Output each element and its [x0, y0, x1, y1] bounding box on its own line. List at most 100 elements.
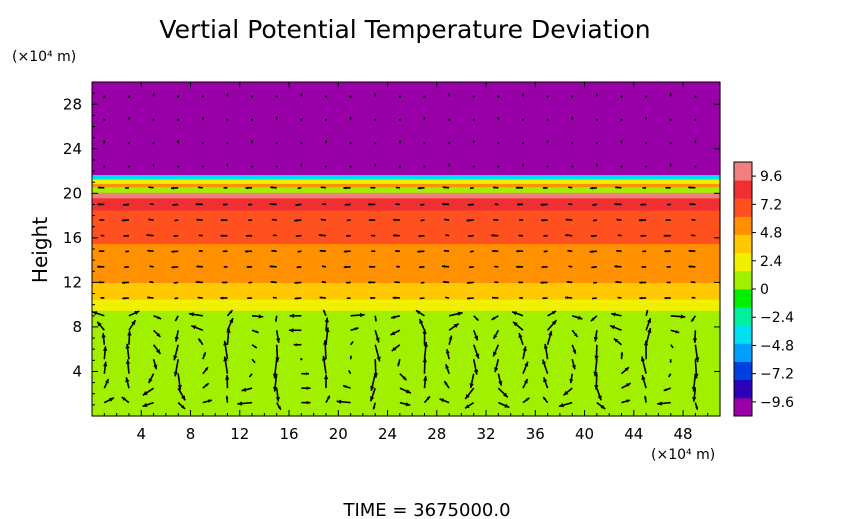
wind-vector — [522, 93, 524, 97]
wind-vector — [294, 281, 302, 285]
colorbar-swatch — [734, 162, 752, 181]
wind-vector — [220, 218, 228, 222]
wind-vector — [226, 118, 229, 121]
wind-vector — [472, 329, 479, 341]
wind-vector — [420, 281, 425, 284]
wind-vector — [251, 95, 254, 98]
wind-vector — [275, 388, 280, 402]
wind-vector — [147, 249, 154, 253]
wind-vector — [324, 95, 327, 98]
wind-vector — [225, 395, 229, 403]
wind-vector — [546, 118, 549, 121]
wind-vector — [128, 319, 137, 331]
wind-vector — [669, 93, 672, 97]
heatmap-cell — [615, 210, 721, 228]
wind-vector — [237, 401, 253, 406]
wind-vector — [96, 321, 105, 331]
wind-vector — [148, 186, 154, 189]
y-tick-label: 4 — [72, 362, 82, 380]
wind-vector — [669, 142, 672, 145]
wind-vector — [670, 314, 686, 319]
heatmap-cell — [406, 299, 512, 311]
wind-vector — [172, 203, 179, 206]
wind-vector — [620, 352, 624, 360]
wind-vector — [657, 401, 671, 406]
heatmap-cell — [510, 197, 616, 211]
wind-vector — [293, 343, 302, 347]
wind-vector — [494, 203, 499, 206]
wind-vector — [97, 265, 105, 269]
heatmap-cell — [615, 192, 721, 199]
wind-vector — [370, 373, 376, 392]
wind-vector — [152, 344, 162, 355]
wind-vector — [174, 315, 179, 322]
wind-vector — [546, 140, 549, 144]
wind-vector — [558, 401, 573, 408]
heatmap-cell — [510, 186, 616, 193]
wind-vector — [615, 280, 622, 284]
wind-vector — [543, 234, 548, 237]
wind-vector — [346, 234, 351, 237]
wind-vector — [448, 335, 453, 345]
wind-vector — [271, 218, 277, 221]
wind-vector — [420, 219, 425, 222]
wind-vector — [373, 359, 378, 378]
wind-vector — [368, 218, 376, 222]
heatmap-cell — [92, 192, 198, 199]
wind-vector — [368, 280, 376, 284]
wind-vector — [220, 296, 228, 300]
wind-vector — [390, 329, 401, 336]
wind-vector — [492, 249, 499, 253]
wind-vector — [251, 358, 256, 364]
wind-vector — [571, 142, 574, 145]
wind-vector — [498, 401, 510, 409]
wind-vector — [546, 165, 549, 168]
wind-vector — [202, 352, 207, 360]
wind-vector — [694, 118, 697, 121]
wind-vector — [269, 202, 277, 206]
wind-vector — [374, 93, 377, 97]
wind-vector — [318, 233, 327, 237]
wind-vector — [202, 382, 210, 389]
wind-vector — [177, 373, 182, 390]
wind-vector — [467, 203, 474, 206]
wind-vector — [125, 377, 130, 389]
wind-vector — [247, 297, 253, 300]
wind-vector — [336, 399, 351, 404]
heatmap-cell — [615, 183, 721, 188]
wind-vector — [125, 343, 130, 360]
wind-vector — [640, 356, 647, 374]
wind-vector — [694, 95, 697, 98]
wind-vector — [122, 296, 129, 300]
colorbar-swatch — [734, 397, 752, 417]
wind-vector — [322, 309, 327, 317]
heatmap-cell — [615, 260, 721, 283]
wind-vector — [128, 310, 140, 317]
wind-vector — [226, 309, 234, 317]
wind-vector — [542, 377, 549, 389]
wind-vector — [124, 266, 130, 269]
wind-vector — [343, 265, 351, 269]
wind-vector — [497, 142, 500, 145]
wind-vector — [370, 186, 376, 189]
y-tick-label: 12 — [63, 273, 82, 291]
wind-vector — [398, 165, 401, 168]
wind-vector — [472, 140, 475, 144]
wind-vector — [497, 387, 509, 398]
wind-vector — [246, 265, 253, 268]
wind-vector — [492, 344, 500, 357]
wind-vector — [251, 344, 258, 349]
heatmap-cell — [92, 210, 198, 228]
wind-vector — [590, 315, 598, 322]
wind-vector — [142, 401, 154, 408]
wind-vector — [663, 234, 671, 238]
wind-vector — [571, 165, 574, 168]
wind-vector — [177, 387, 186, 401]
wind-vector — [170, 186, 179, 190]
wind-vector — [641, 266, 647, 268]
wind-vector — [469, 266, 474, 269]
wind-vector — [197, 338, 204, 346]
wind-vector — [511, 311, 524, 317]
wind-vector — [395, 186, 400, 189]
colorbar-swatch — [734, 343, 752, 362]
